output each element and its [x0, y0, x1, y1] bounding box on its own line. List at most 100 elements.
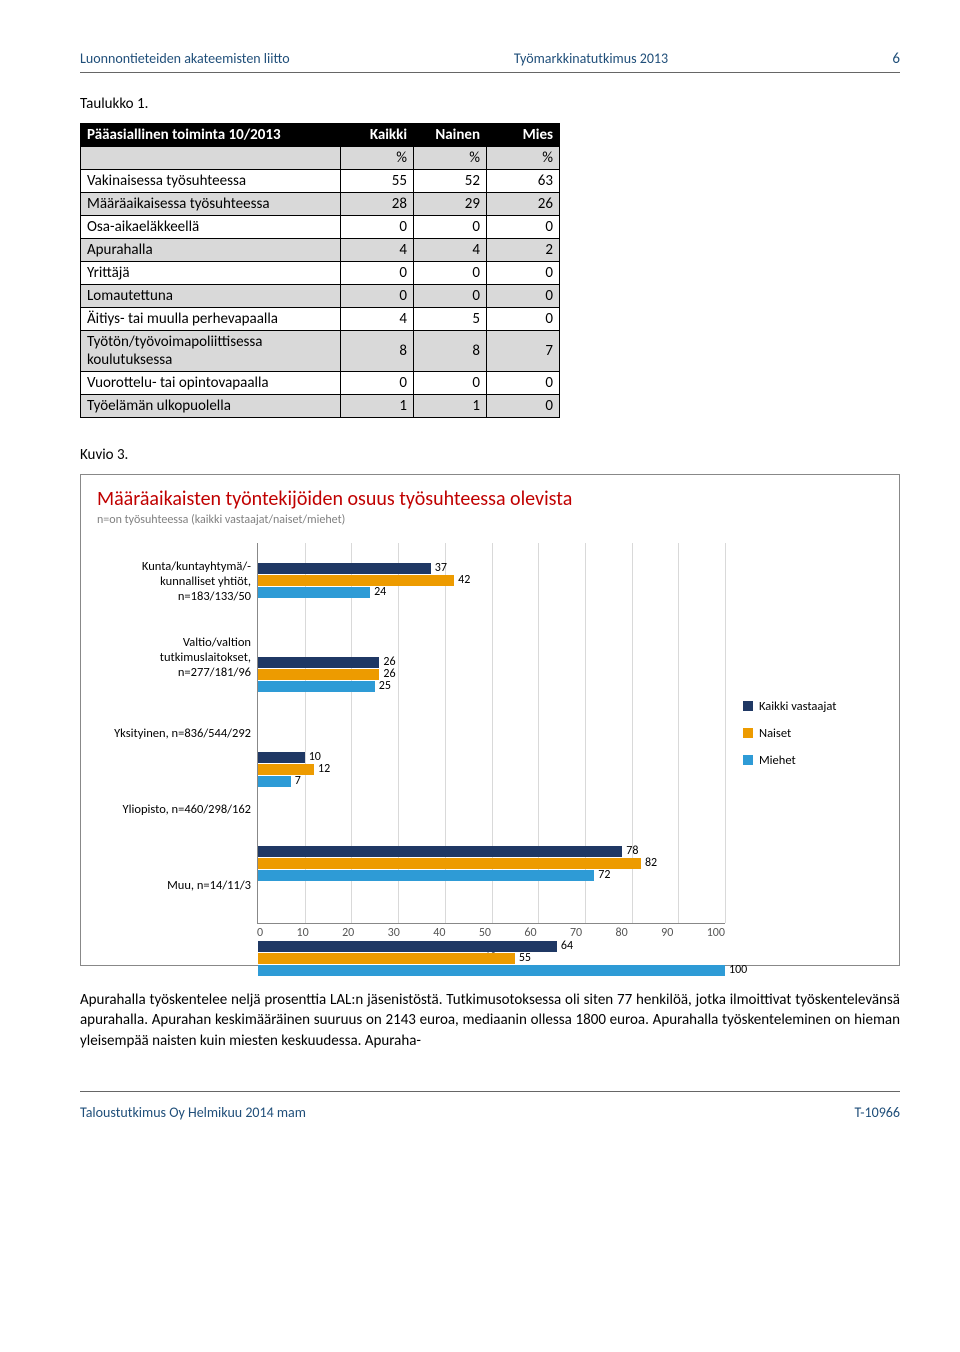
table-cell: 0: [414, 372, 487, 395]
header-rule: [80, 72, 900, 73]
table-row: Lomautettuna000: [81, 285, 560, 308]
chart-bar-value: 24: [370, 585, 386, 599]
table-cell: 0: [487, 216, 560, 239]
chart-legend: Kaikki vastaajat Naiset Miehet: [725, 543, 883, 923]
table-head-col2: Nainen: [414, 124, 487, 147]
table-row: Apurahalla442: [81, 239, 560, 262]
table-row-label: Työelämän ulkopuolella: [81, 395, 341, 418]
table-row-label: Vakinaisessa työsuhteessa: [81, 170, 341, 193]
header-page-number: 6: [892, 50, 900, 68]
table-row-label: Lomautettuna: [81, 285, 341, 308]
table-cell: 7: [487, 331, 560, 372]
table-row-label: Yrittäjä: [81, 262, 341, 285]
table-unit: %: [487, 147, 560, 170]
table-cell: 0: [487, 308, 560, 331]
header-center: Työmarkkinatutkimus 2013: [514, 50, 668, 68]
footer-rule: [80, 1091, 900, 1092]
table-cell: 52: [414, 170, 487, 193]
legend-label: Naiset: [759, 726, 791, 741]
table-row-label: Määräaikaisessa työsuhteessa: [81, 193, 341, 216]
table-unit: %: [414, 147, 487, 170]
table-cell: 2: [487, 239, 560, 262]
chart-bar: 37: [258, 563, 431, 574]
table-cell: 0: [487, 395, 560, 418]
table-cell: 28: [341, 193, 414, 216]
table-cell: 55: [341, 170, 414, 193]
table-row-label: Apurahalla: [81, 239, 341, 262]
chart-bar: 64: [258, 941, 557, 952]
chart-bar-value: 42: [454, 573, 470, 587]
chart-bar-group: 788272: [258, 827, 725, 922]
chart-bar-value: 37: [431, 561, 447, 575]
table-cell: 0: [414, 216, 487, 239]
chart-bar: 55: [258, 953, 515, 964]
table-cell: 0: [487, 262, 560, 285]
chart-bar: 82: [258, 858, 641, 869]
table-cell: 0: [341, 216, 414, 239]
table-row: Osa-aikaeläkkeellä000: [81, 216, 560, 239]
chart-bar-value: 25: [375, 679, 391, 693]
footer-right: T-10966: [855, 1104, 901, 1121]
table-head-col3: Mies: [487, 124, 560, 147]
chart-bar-group: 6455100: [258, 921, 725, 1016]
table-cell: 4: [341, 308, 414, 331]
chart-bar-value: 55: [515, 951, 531, 965]
main-table: Pääasiallinen toiminta 10/2013 Kaikki Na…: [80, 123, 560, 418]
chart-ylabels: Kunta/kuntayhtymä/-kunnalliset yhtiöt, n…: [97, 543, 257, 957]
chart-bar-value: 64: [557, 939, 573, 953]
chart-ylabel: Muu, n=14/11/3: [97, 847, 257, 923]
legend-item: Kaikki vastaajat: [743, 699, 883, 714]
chart-bar: 72: [258, 870, 594, 881]
table-cell: 0: [414, 262, 487, 285]
table-cell: 0: [414, 285, 487, 308]
table-cell: 1: [341, 395, 414, 418]
chart-bar-value: 100: [725, 963, 747, 977]
table-row: Vuorottelu- tai opintovapaalla000: [81, 372, 560, 395]
legend-swatch: [743, 755, 753, 765]
legend-item: Miehet: [743, 753, 883, 768]
chart-title: Määräaikaisten työntekijöiden osuus työs…: [97, 487, 883, 511]
table-row-label: Äitiys- tai muulla perhevapaalla: [81, 308, 341, 331]
table-row: Äitiys- tai muulla perhevapaalla450: [81, 308, 560, 331]
chart-bar: 10: [258, 752, 305, 763]
chart-bar: 100: [258, 965, 725, 976]
table-cell: 0: [487, 372, 560, 395]
table-row: Määräaikaisessa työsuhteessa282926: [81, 193, 560, 216]
chart-ylabel: Kunta/kuntayhtymä/-kunnalliset yhtiöt, n…: [97, 543, 257, 619]
header-left: Luonnontieteiden akateemisten liitto: [80, 50, 290, 68]
chart-bar-value: 72: [594, 868, 610, 882]
chart-bar: 7: [258, 776, 291, 787]
legend-item: Naiset: [743, 726, 883, 741]
chart-bar: 42: [258, 575, 454, 586]
chart-bar: 25: [258, 681, 375, 692]
chart-bar-value: 7: [291, 774, 301, 788]
table-cell: 4: [414, 239, 487, 262]
table-row: Yrittäjä000: [81, 262, 560, 285]
chart-ylabel: Yksityinen, n=836/544/292: [97, 695, 257, 771]
chart-bar-value: 82: [641, 856, 657, 870]
chart-bar-group: 374224: [258, 543, 725, 638]
chart-bar: 12: [258, 764, 314, 775]
table-cell: 63: [487, 170, 560, 193]
table-cell: 5: [414, 308, 487, 331]
legend-swatch: [743, 728, 753, 738]
table-cell: 0: [341, 285, 414, 308]
page-header: Luonnontieteiden akateemisten liitto Työ…: [80, 50, 900, 72]
page-footer: Taloustutkimus Oy Helmikuu 2014 mam T-10…: [80, 1100, 900, 1121]
table-unit-label: [81, 147, 341, 170]
legend-swatch: [743, 701, 753, 711]
chart-plot: 374224262625101277882726455100 010203040…: [257, 543, 725, 957]
table-head-col1: Kaikki: [341, 124, 414, 147]
table-cell: 0: [341, 372, 414, 395]
chart-bar-group: 10127: [258, 732, 725, 827]
table-cell: 1: [414, 395, 487, 418]
chart-bar-value: 78: [622, 844, 638, 858]
table-row-label: Osa-aikaeläkkeellä: [81, 216, 341, 239]
chart-bar: 24: [258, 587, 370, 598]
table-cell: 29: [414, 193, 487, 216]
chart-bar: 78: [258, 846, 622, 857]
footer-left: Taloustutkimus Oy Helmikuu 2014 mam: [80, 1104, 306, 1121]
table-row: Vakinaisessa työsuhteessa555263: [81, 170, 560, 193]
table-cell: 26: [487, 193, 560, 216]
legend-label: Miehet: [759, 753, 796, 768]
